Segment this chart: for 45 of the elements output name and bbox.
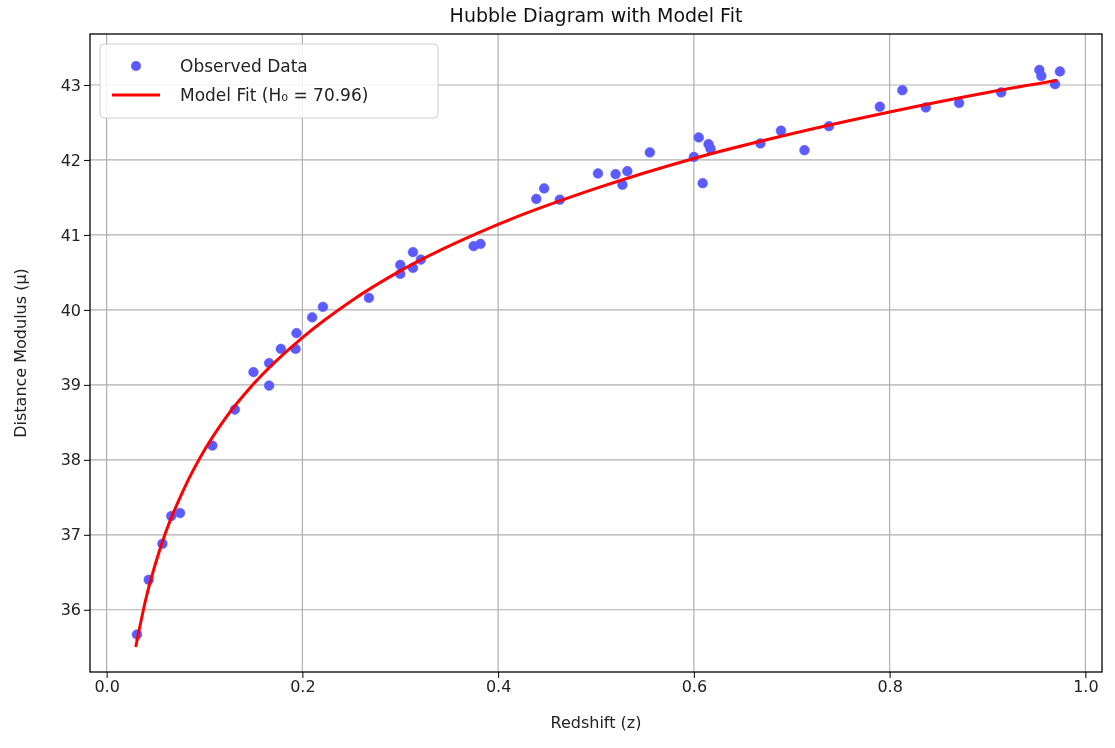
- point: [617, 179, 628, 190]
- y-tick-label: 42: [60, 150, 81, 170]
- point: [291, 328, 302, 339]
- x-tick-label: 0.4: [485, 677, 512, 697]
- point: [407, 247, 419, 258]
- point: [622, 166, 633, 177]
- y-tick-label: 43: [60, 75, 81, 95]
- chart-title: Hubble Diagram with Model Fit: [449, 4, 743, 26]
- point: [1036, 70, 1047, 82]
- point: [693, 132, 704, 143]
- y-tick-label: 39: [60, 375, 81, 395]
- point: [317, 301, 329, 313]
- y-tick-label: 37: [60, 525, 81, 545]
- point: [874, 101, 885, 112]
- x-tick-label: 0.6: [681, 677, 708, 697]
- x-tick-label: 0.8: [877, 677, 903, 697]
- point: [275, 343, 286, 354]
- legend-label: Observed Data: [180, 56, 308, 76]
- point: [531, 193, 542, 205]
- x-axis-title: Redshift (z): [550, 713, 642, 732]
- point: [174, 507, 186, 519]
- x-tick-label: 1.0: [1073, 677, 1099, 697]
- y-tick-label: 38: [60, 450, 81, 470]
- point: [1054, 66, 1066, 77]
- point: [644, 147, 655, 158]
- point: [799, 145, 810, 156]
- x-tick-label: 0.2: [290, 677, 316, 697]
- point: [897, 85, 908, 96]
- y-tick-label: 40: [60, 300, 81, 320]
- point: [538, 183, 550, 194]
- y-tick-label: 41: [60, 225, 81, 245]
- point: [248, 366, 259, 378]
- y-tick-label: 36: [60, 600, 81, 620]
- legend-label: Model Fit (H₀ = 70.96): [180, 85, 369, 105]
- point: [697, 178, 708, 189]
- point: [610, 169, 621, 180]
- x-tick-label: 0.0: [94, 677, 120, 697]
- y-axis-title: Distance Modulus (μ): [11, 268, 30, 438]
- point: [263, 380, 275, 391]
- point: [307, 312, 318, 323]
- point: [775, 125, 787, 136]
- point: [592, 168, 604, 179]
- point: [475, 238, 486, 250]
- point: [363, 292, 375, 304]
- point: [395, 259, 406, 271]
